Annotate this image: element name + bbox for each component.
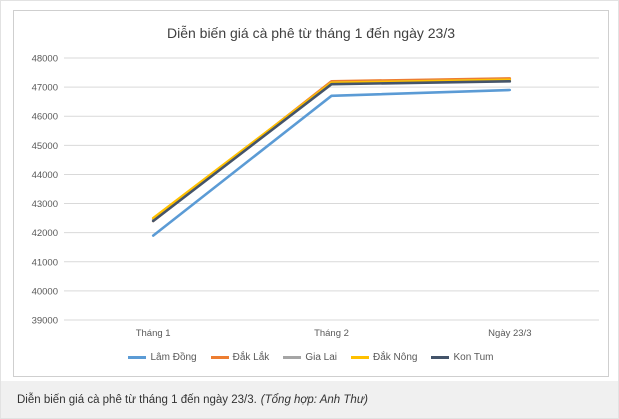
legend-item: Đắk Nông [351, 352, 417, 363]
series-line-Đắk Nông [151, 78, 512, 220]
x-tick-label: Tháng 2 [314, 328, 349, 339]
legend-item: Lâm Đồng [128, 351, 197, 363]
chart-legend: Lâm Đồng Đắk Lắk Gia Lai Đắk Nông Kon Tum [14, 348, 608, 366]
y-tick-label: 43000 [32, 199, 58, 210]
legend-swatch [210, 355, 229, 359]
y-tick-label: 46000 [32, 112, 58, 123]
chart-area: Diễn biến giá cà phê từ tháng 1 đến ngày… [13, 10, 609, 377]
legend-swatch [128, 355, 147, 359]
series-line-Kon Tum [151, 80, 512, 223]
y-tick-label: 44000 [32, 170, 58, 181]
legend-label: Kon Tum [453, 351, 494, 363]
series-line-Lâm Đồng [151, 88, 512, 237]
y-tick-label: 41000 [32, 257, 58, 268]
y-tick-label: 42000 [32, 228, 58, 239]
legend-swatch [431, 355, 450, 359]
legend-label: Đắk Nông [373, 351, 418, 363]
y-tick-label: 45000 [32, 141, 58, 152]
legend-swatch [351, 355, 369, 359]
x-tick-label: Ngày 23/3 [488, 328, 531, 339]
caption-text: Diễn biến giá cà phê từ tháng 1 đến ngày… [17, 393, 257, 406]
y-tick-label: 48000 [32, 54, 58, 65]
y-tick-label: 47000 [32, 83, 58, 94]
series-line-Gia Lai [151, 78, 512, 221]
chart-title: Diễn biến giá cà phê từ tháng 1 đến ngày… [166, 25, 456, 41]
y-tick-label: 40000 [32, 286, 58, 297]
x-tick-label: Tháng 1 [136, 328, 171, 339]
legend-swatch [283, 355, 302, 359]
legend-item: Gia Lai [283, 352, 337, 363]
legend-label: Lâm Đồng [150, 351, 197, 363]
legend-item: Kon Tum [431, 351, 494, 363]
series-line-Đắk Lắk [151, 77, 512, 223]
legend-item: Đắk Lắk [210, 351, 270, 363]
image-caption: Diễn biến giá cà phê từ tháng 1 đến ngày… [1, 381, 618, 418]
y-tick-label: 39000 [32, 316, 58, 327]
legend-label: Gia Lai [305, 351, 337, 363]
caption-credit: (Tổng hợp: Anh Thư) [260, 393, 368, 406]
line-chart: 39000 40000 41000 42000 43000 44000 45000 46000… [32, 54, 599, 339]
legend-label: Đắk Lắk [232, 351, 270, 363]
